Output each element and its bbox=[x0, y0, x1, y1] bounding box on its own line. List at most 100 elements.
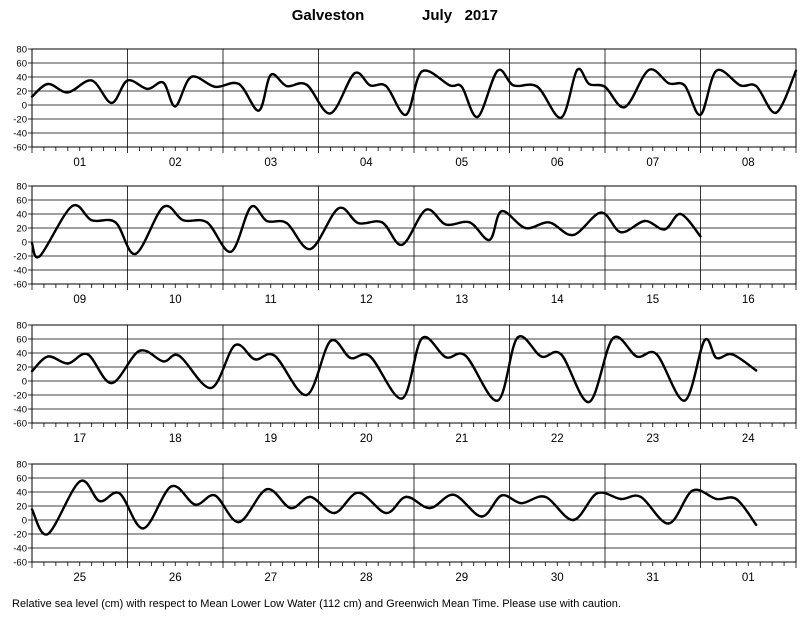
tide-point bbox=[619, 231, 623, 234]
day-label: 22 bbox=[551, 433, 564, 445]
tide-point bbox=[715, 69, 718, 72]
panel-4: 80 60 40 20 0 -20 -40 -60 25 26 27 28 29 30 31 01 bbox=[13, 460, 797, 584]
tide-point bbox=[404, 113, 408, 117]
tide-point bbox=[46, 532, 50, 536]
chart-panels: 80 60 40 20 0 -20 -40 -60 01 02 03 04 05 06 07 08 80 60 40… bbox=[13, 45, 798, 584]
y-tick-label: 40 bbox=[16, 73, 27, 84]
y-tick-label: -20 bbox=[13, 115, 27, 126]
tide-series-line bbox=[30, 203, 702, 259]
tide-point bbox=[623, 105, 627, 109]
day-label: 29 bbox=[455, 572, 468, 584]
tide-point bbox=[134, 252, 137, 256]
tide-point bbox=[524, 226, 527, 230]
tide-point bbox=[500, 210, 503, 213]
tide-point bbox=[643, 219, 646, 223]
tide-point bbox=[233, 344, 237, 347]
tide-point bbox=[349, 356, 352, 360]
tide-point bbox=[369, 84, 372, 87]
tide-point bbox=[639, 495, 642, 499]
tide-point bbox=[739, 84, 742, 87]
chart-title-period: July 2017 bbox=[422, 7, 498, 24]
tide-point bbox=[285, 221, 288, 225]
tide-point bbox=[400, 243, 404, 246]
tide-point bbox=[500, 494, 503, 497]
tide-point bbox=[213, 494, 217, 497]
panel-2: 80 60 40 20 0 -20 -40 -60 09 10 11 12 13 14 15 16 bbox=[13, 182, 797, 306]
tide-point bbox=[142, 527, 145, 530]
tide-point bbox=[162, 360, 165, 363]
tide-point bbox=[655, 353, 658, 356]
tide-point bbox=[647, 68, 650, 72]
tide-point bbox=[174, 105, 177, 108]
tide-point bbox=[516, 336, 519, 339]
y-tick-label: 40 bbox=[16, 349, 27, 360]
tide-point bbox=[146, 87, 149, 91]
day-label: 01 bbox=[73, 157, 86, 169]
tide-point bbox=[667, 82, 670, 85]
y-tick-label: -40 bbox=[13, 405, 27, 416]
y-tick-label: 40 bbox=[16, 210, 27, 221]
tide-point bbox=[663, 228, 666, 231]
day-label: 24 bbox=[742, 433, 755, 445]
day-label: 09 bbox=[73, 294, 86, 306]
tide-point bbox=[420, 70, 424, 73]
tide-point bbox=[126, 79, 129, 82]
tide-point bbox=[715, 497, 718, 501]
tide-point bbox=[452, 493, 455, 496]
day-label: 15 bbox=[646, 294, 659, 306]
tide-point bbox=[548, 221, 551, 224]
day-label: 27 bbox=[264, 572, 277, 584]
tide-point bbox=[635, 355, 638, 358]
tide-point bbox=[265, 219, 268, 223]
tide-point bbox=[512, 84, 515, 87]
tide-point bbox=[400, 397, 404, 400]
day-label: 17 bbox=[73, 433, 86, 445]
tide-point bbox=[619, 497, 623, 501]
tide-point bbox=[66, 91, 70, 94]
tide-point bbox=[683, 84, 686, 87]
tide-point bbox=[587, 82, 591, 86]
day-label: 10 bbox=[169, 294, 182, 306]
tide-point bbox=[599, 211, 603, 214]
y-tick-label: 80 bbox=[16, 321, 27, 332]
tide-point bbox=[38, 254, 42, 258]
tide-point bbox=[309, 247, 312, 251]
y-tick-label: 60 bbox=[16, 474, 27, 485]
panel-frame bbox=[31, 185, 797, 285]
y-tick-label: -20 bbox=[13, 391, 27, 402]
tide-point bbox=[209, 386, 213, 390]
tide-point bbox=[575, 68, 579, 72]
tide-point bbox=[78, 480, 82, 483]
tide-point bbox=[703, 339, 706, 342]
day-label: 23 bbox=[646, 433, 659, 445]
tide-point bbox=[118, 492, 121, 495]
tide-point bbox=[305, 83, 308, 86]
y-tick-label: -40 bbox=[13, 266, 27, 277]
tide-point bbox=[755, 523, 758, 527]
y-tick-label: -20 bbox=[13, 252, 27, 263]
tide-point bbox=[257, 109, 260, 112]
day-label: 05 bbox=[455, 157, 468, 169]
day-label: 19 bbox=[264, 433, 277, 445]
tide-point bbox=[444, 356, 447, 359]
y-tick-label: 0 bbox=[22, 101, 27, 112]
day-label: 25 bbox=[73, 572, 86, 584]
tide-series-line bbox=[31, 67, 798, 119]
panel-frame bbox=[31, 324, 797, 424]
tide-point bbox=[353, 72, 356, 75]
tide-point bbox=[253, 358, 256, 361]
y-tick-label: -20 bbox=[13, 530, 27, 541]
y-tick-label: 0 bbox=[22, 516, 27, 527]
y-tick-label: 40 bbox=[16, 488, 27, 499]
chart-title-location: Galveston bbox=[292, 7, 365, 24]
y-tick-label: -60 bbox=[13, 280, 27, 291]
tide-point bbox=[289, 506, 292, 510]
tide-point bbox=[309, 495, 312, 499]
tide-point bbox=[691, 489, 694, 492]
tide-point bbox=[540, 355, 543, 358]
tide-point bbox=[464, 354, 467, 357]
tide-point bbox=[110, 101, 113, 105]
tide-point bbox=[755, 369, 758, 372]
tide-point bbox=[193, 503, 197, 506]
tide-point bbox=[611, 337, 615, 340]
